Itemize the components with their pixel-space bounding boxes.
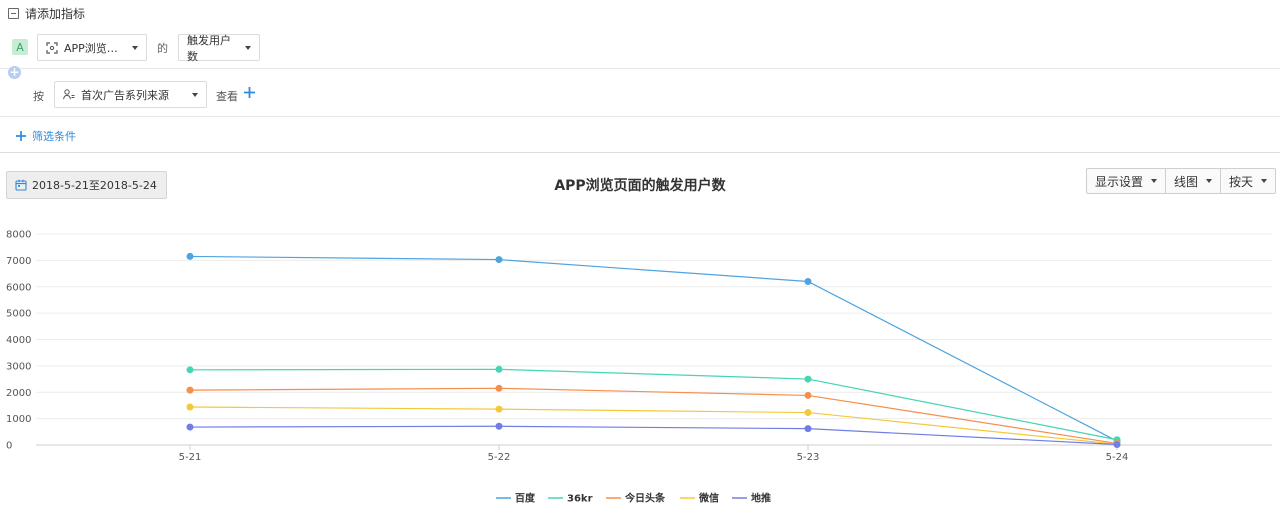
data-point: [186, 252, 194, 260]
y-tick-label: 1000: [6, 414, 31, 425]
y-tick-label: 5000: [6, 309, 31, 320]
series-line: [189, 387, 1118, 445]
data-point: [186, 386, 194, 394]
legend-label: 36kr: [567, 494, 593, 505]
chevron-down-icon: [1205, 179, 1212, 183]
y-tick-label: 3000: [6, 361, 31, 372]
plus-icon: [16, 131, 26, 141]
chevron-down-icon: [245, 45, 251, 50]
data-point: [186, 423, 194, 431]
event-select[interactable]: APP浏览…: [37, 34, 147, 61]
connector-text: 的: [157, 42, 168, 55]
data-point: [1113, 440, 1121, 448]
divider: [0, 152, 1280, 153]
data-point: [804, 409, 812, 417]
display-settings-label: 显示设置: [1094, 174, 1143, 189]
data-point: [495, 422, 503, 430]
metric-badge: A: [12, 39, 28, 55]
group-property-value: 首次广告系列来源: [81, 88, 169, 102]
data-point: [186, 403, 194, 411]
plus-icon: [244, 87, 255, 98]
series-line: [189, 425, 1118, 446]
series-line: [189, 255, 1118, 442]
data-point: [186, 366, 194, 374]
legend-label: 百度: [515, 492, 536, 505]
add-filter-label: 筛选条件: [32, 130, 76, 143]
data-point: [495, 365, 503, 373]
measure-select[interactable]: 触发用户数: [178, 33, 260, 63]
data-point: [804, 425, 812, 433]
y-tick-label: 6000: [6, 282, 31, 293]
data-point: [804, 375, 812, 383]
event-select-value: APP浏览…: [64, 41, 118, 55]
y-tick-label: 4000: [6, 335, 31, 346]
x-tick-label: 5-21: [179, 452, 202, 463]
chevron-down-icon: [132, 45, 138, 50]
measure-select-value: 触发用户数: [187, 33, 231, 63]
group-property-select[interactable]: 首次广告系列来源: [54, 81, 207, 108]
legend-label: 地推: [751, 492, 771, 505]
series-line: [189, 406, 1118, 445]
x-tick-label: 5-22: [488, 452, 511, 463]
divider: [0, 68, 1280, 69]
chart-title: APP浏览页面的触发用户数: [554, 178, 726, 194]
data-point: [804, 277, 812, 285]
data-point: [495, 256, 503, 264]
date-range-picker[interactable]: 2018-5-21至2018-5-24: [6, 171, 167, 199]
legend-label: 微信: [698, 492, 719, 505]
section-header-label: 请添加指标: [25, 7, 86, 21]
group-by-label: 按: [33, 90, 44, 103]
chevron-down-icon: [192, 92, 198, 97]
date-range-value: 2018-5-21至2018-5-24: [32, 179, 157, 192]
data-point: [804, 391, 812, 399]
chart-type-label: 线图: [1173, 174, 1198, 189]
scan-icon: [46, 41, 58, 54]
display-settings-button[interactable]: 显示设置: [1085, 168, 1166, 194]
granularity-label: 按天: [1228, 174, 1253, 189]
chevron-down-icon: [1150, 179, 1157, 183]
plus-circle-icon[interactable]: +: [8, 65, 21, 79]
chart-type-button[interactable]: 线图: [1165, 168, 1221, 194]
collapse-toggle[interactable]: 请添加指标: [8, 5, 85, 22]
minus-square-icon[interactable]: [8, 8, 19, 19]
view-label: 查看: [216, 90, 238, 103]
divider: [0, 116, 1280, 117]
x-tick-label: 5-23: [797, 452, 820, 463]
data-point: [495, 405, 503, 413]
data-point: [495, 384, 503, 392]
granularity-button[interactable]: 按天: [1220, 168, 1276, 194]
user-property-icon: [63, 89, 75, 100]
x-tick-label: 5-24: [1106, 452, 1129, 463]
y-tick-label: 0: [6, 441, 12, 452]
series-line: [189, 368, 1118, 441]
y-tick-label: 8000: [6, 230, 31, 241]
y-tick-label: 7000: [6, 256, 31, 267]
chart-toolbar: 显示设置 线图 按天: [1085, 168, 1276, 194]
y-tick-label: 2000: [6, 388, 31, 399]
legend-label: 今日头条: [624, 492, 666, 505]
calendar-icon: [15, 179, 27, 191]
add-group-button[interactable]: [243, 86, 256, 99]
chevron-down-icon: [1261, 179, 1267, 183]
add-filter-button[interactable]: 筛选条件: [15, 128, 76, 144]
